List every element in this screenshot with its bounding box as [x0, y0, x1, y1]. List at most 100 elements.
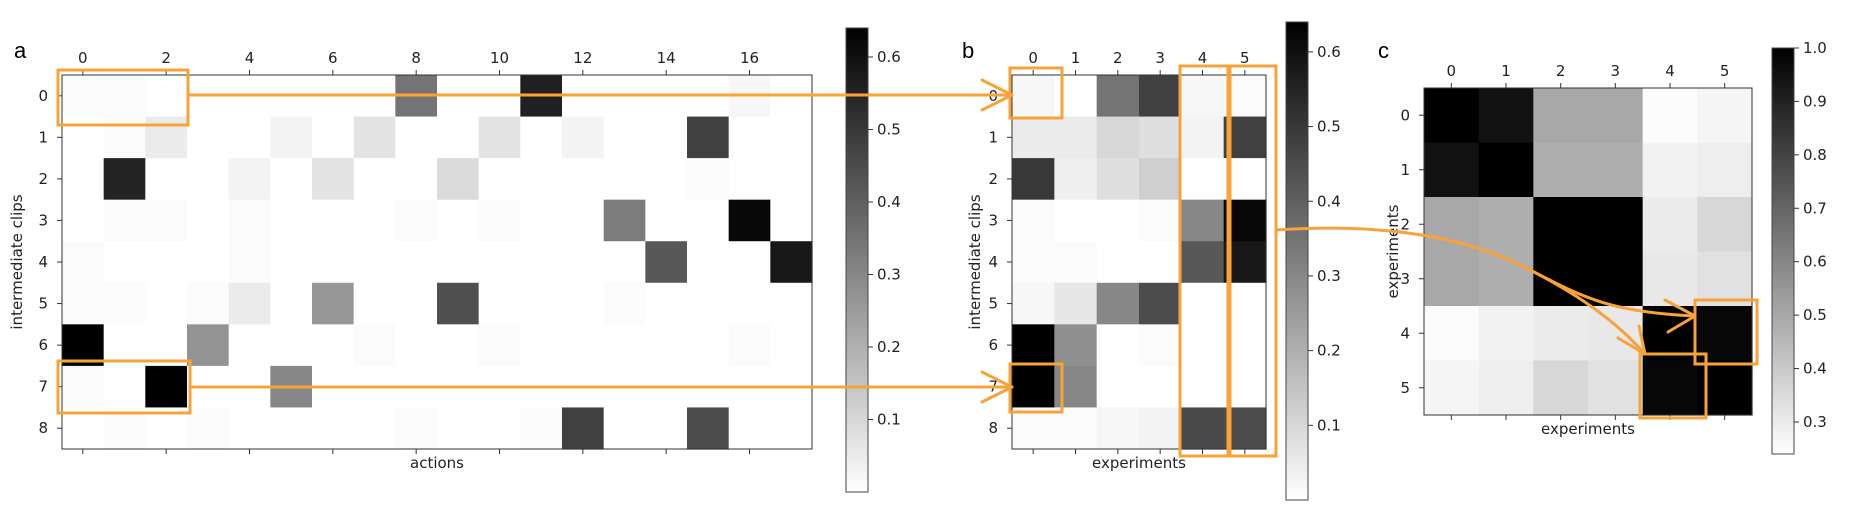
panel-c-colorbar: 0.3 0.4 0.5 0.6 0.7 0.8 0.9 1.0	[1771, 39, 1827, 455]
heatmap-cell-a-r7-c0	[62, 365, 105, 409]
heatmap-cell-a-r5-c3	[187, 282, 230, 325]
x-tick-label-b-1: 1	[1071, 49, 1081, 67]
heatmap-cell-a-r6-c17	[770, 324, 813, 367]
heatmap-cell-b-r2-c0	[1012, 158, 1055, 201]
heatmap-cell-a-r5-c1	[103, 282, 146, 325]
heatmap-cell-a-r5-c17	[770, 282, 813, 325]
heatmap-cell-a-r3-c6	[312, 199, 355, 242]
heatmap-cell-a-r1-c6	[312, 116, 355, 159]
y-tick-label-b-3: 3	[988, 211, 998, 229]
y-axis-label-b: intermediate clips	[966, 194, 984, 329]
heatmap-cell-c-r1-c3	[1588, 142, 1644, 198]
heatmap-cell-c-r5-c1	[1478, 360, 1534, 416]
heatmap-cell-b-r8-c0	[1012, 407, 1055, 450]
heatmap-cell-a-r6-c10	[478, 324, 521, 367]
heatmap-cell-a-r7-c1	[103, 365, 146, 409]
x-tick-label-c-2: 2	[1556, 62, 1566, 80]
y-tick-label-c-0: 0	[1400, 106, 1410, 124]
heatmap-cell-a-r1-c10	[478, 116, 521, 159]
heatmap-cell-c-r1-c5	[1697, 142, 1753, 198]
heatmap-cell-a-r1-c0	[62, 116, 105, 159]
heatmap-cell-a-r1-c7	[353, 116, 396, 159]
heatmap-cell-b-r3-c1	[1054, 199, 1098, 242]
heatmap-cell-a-r6-c8	[395, 324, 438, 367]
heatmap-cell-b-r4-c3	[1139, 241, 1182, 284]
heatmap-cell-a-r3-c3	[187, 199, 230, 242]
arrow-a-row0-to-b-head	[980, 78, 1014, 112]
heatmap-cell-c-r2-c4	[1642, 197, 1698, 253]
panel-b-letter: b	[962, 38, 974, 63]
y-tick-label-a-8: 8	[38, 419, 48, 437]
heatmap-cell-a-r5-c5	[270, 282, 313, 325]
y-tick-label-b-8: 8	[988, 419, 998, 437]
heatmap-cell-a-r6-c6	[312, 324, 355, 367]
arrow-b-to-c-cell54	[1518, 263, 1647, 356]
heatmap-cell-c-r3-c1	[1478, 251, 1534, 307]
heatmap-cell-a-r3-c8	[395, 199, 438, 242]
heatmap-cell-a-r8-c9	[437, 407, 480, 450]
colorbar-tick-label-c-0.4: 0.4	[1803, 360, 1827, 378]
arrow-a-row7-to-b-head	[980, 370, 1014, 404]
y-tick-label-b-2: 2	[988, 170, 998, 188]
y-axis-label-c: experiments	[1384, 204, 1402, 298]
heatmap-cell-a-r6-c15	[687, 324, 730, 367]
x-tick-label-c-5: 5	[1720, 62, 1730, 80]
y-tick-label-a-3: 3	[38, 211, 48, 229]
colorbar-tick-label-c-1.0: 1.0	[1803, 39, 1827, 57]
heatmap-cell-c-r2-c5	[1697, 197, 1753, 253]
heatmap-cell-a-r5-c15	[687, 282, 730, 325]
heatmap-cell-c-r3-c5	[1697, 251, 1753, 307]
heatmap-cell-a-r4-c2	[145, 241, 188, 284]
highlight-annotations	[56, 64, 1759, 458]
heatmap-cell-a-r4-c16	[728, 241, 771, 284]
heatmap-cell-a-r4-c4	[228, 241, 271, 284]
heatmap-cell-c-r1-c1	[1478, 142, 1534, 198]
heatmap-cell-b-r4-c1	[1054, 241, 1098, 284]
heatmap-cell-a-r2-c8	[395, 158, 438, 201]
heatmap-cell-c-r0-c3	[1588, 88, 1644, 144]
heatmap-cell-c-r5-c2	[1533, 360, 1589, 416]
heatmap-cell-a-r2-c5	[270, 158, 313, 201]
heatmap-cell-a-r6-c13	[603, 324, 646, 367]
heatmap-cell-a-r5-c13	[603, 282, 646, 325]
heatmap-cell-a-r2-c13	[603, 158, 646, 201]
heatmap-cell-a-r5-c10	[478, 282, 521, 325]
heatmap-cell-b-r0-c4	[1181, 75, 1225, 118]
heatmap-cell-a-r4-c8	[395, 241, 438, 284]
x-tick-label-c-4: 4	[1665, 62, 1675, 80]
y-tick-label-a-0: 0	[38, 87, 48, 105]
heatmap-cell-c-r3-c4	[1642, 251, 1698, 307]
heatmap-cell-c-r4-c0	[1424, 306, 1480, 362]
heatmap-cell-a-r6-c12	[562, 324, 605, 367]
heatmap-cell-b-r6-c4	[1181, 324, 1225, 367]
heatmap-cell-a-r4-c3	[187, 241, 230, 284]
heatmap-cell-a-r2-c3	[187, 158, 230, 201]
heatmap-cell-b-r1-c2	[1096, 116, 1140, 159]
heatmap-cell-a-r5-c12	[562, 282, 605, 325]
heatmap-cell-b-r3-c4	[1181, 199, 1225, 242]
heatmap-cell-b-r6-c1	[1054, 324, 1098, 367]
heatmap-cell-a-r3-c12	[562, 199, 605, 242]
panel-a-letter: a	[14, 38, 27, 63]
heatmap-cell-c-r1-c2	[1533, 142, 1589, 198]
heatmap-cell-a-r8-c17	[770, 407, 813, 450]
heatmap-cell-a-r4-c15	[687, 241, 730, 284]
colorbar-tick-label-c-0.5: 0.5	[1803, 306, 1827, 324]
heatmap-cell-a-r4-c7	[353, 241, 396, 284]
x-tick-label-a-0: 0	[78, 49, 88, 67]
y-tick-label-a-6: 6	[38, 336, 48, 354]
heatmap-cell-b-r1-c4	[1181, 116, 1225, 159]
colorbar-tick-label-b-0.6: 0.6	[1317, 43, 1341, 61]
heatmap-cell-a-r6-c11	[520, 324, 563, 367]
highlight-box-c-cell54	[1638, 352, 1708, 420]
panel-a-colorbar: 0.1 0.2 0.3 0.4 0.5 0.6	[845, 27, 901, 493]
heatmap-cell-a-r6-c5	[270, 324, 313, 367]
heatmap-cell-c-r2-c3	[1588, 197, 1644, 253]
heatmap-cell-c-r4-c5	[1697, 306, 1753, 362]
colorbar-tick-label-c-0.6: 0.6	[1803, 253, 1827, 271]
heatmap-cell-a-r6-c16	[728, 324, 771, 367]
heatmap-cell-a-r7-c2	[145, 365, 188, 409]
heatmap-cell-b-r2-c1	[1054, 158, 1098, 201]
x-tick-label-b-4: 4	[1198, 49, 1208, 67]
